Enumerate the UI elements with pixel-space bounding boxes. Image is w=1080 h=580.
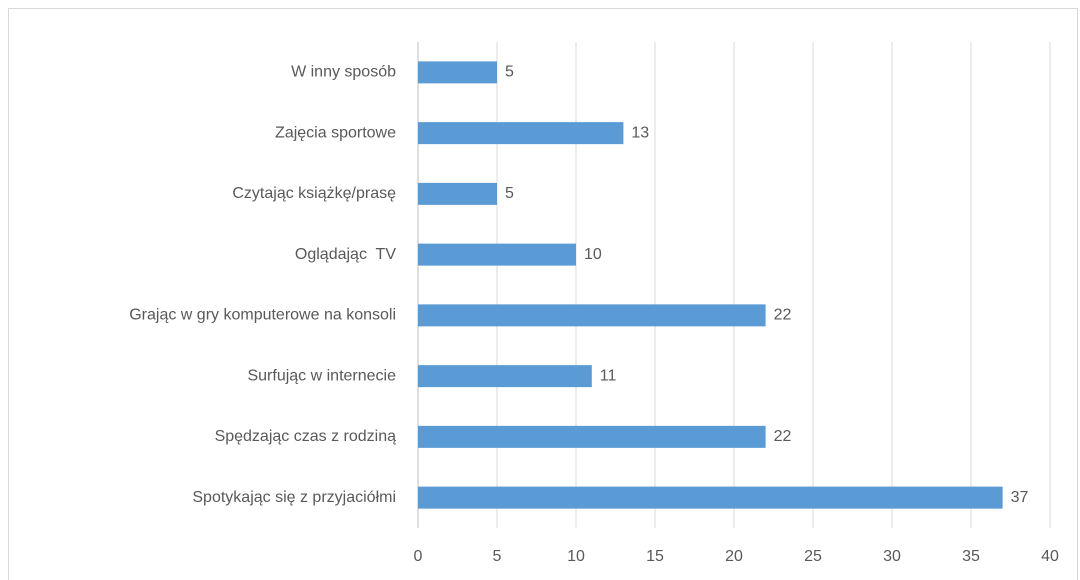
y-tick-label: Oglądając TV bbox=[295, 246, 396, 263]
bar bbox=[418, 486, 1003, 509]
x-tick-label: 30 bbox=[883, 548, 901, 565]
bar bbox=[418, 304, 766, 327]
x-tick-label: 5 bbox=[493, 548, 502, 565]
data-label: 11 bbox=[600, 367, 617, 384]
bar bbox=[418, 365, 592, 388]
bar bbox=[418, 243, 576, 266]
x-tick-label: 40 bbox=[1041, 548, 1059, 565]
x-tick-label: 15 bbox=[646, 548, 664, 565]
y-tick-label: Spędzając czas z rodziną bbox=[215, 428, 397, 445]
data-label: 22 bbox=[774, 428, 792, 445]
bar bbox=[418, 61, 497, 84]
y-tick-label: W inny sposób bbox=[291, 64, 396, 81]
y-tick-label: Grając w gry komputerowe na konsoli bbox=[129, 307, 396, 324]
y-tick-label: Czytając książkę/prasę bbox=[232, 185, 396, 202]
x-tick-label: 35 bbox=[962, 548, 980, 565]
data-label: 5 bbox=[505, 185, 514, 202]
y-tick-label: Zajęcia sportowe bbox=[275, 124, 396, 141]
y-tick-label: Spotykając się z przyjaciółmi bbox=[192, 489, 396, 506]
bar bbox=[418, 182, 497, 205]
y-tick-label: Surfując w internecie bbox=[247, 367, 396, 384]
bar bbox=[418, 425, 766, 448]
x-tick-label: 25 bbox=[804, 548, 822, 565]
data-label: 5 bbox=[505, 64, 514, 81]
data-label: 37 bbox=[1011, 489, 1029, 506]
bar bbox=[418, 122, 624, 145]
data-label: 22 bbox=[774, 307, 792, 324]
chart-border bbox=[8, 8, 1078, 580]
x-tick-label: 20 bbox=[725, 548, 743, 565]
data-label: 13 bbox=[631, 124, 649, 141]
x-tick-label: 0 bbox=[414, 548, 423, 565]
data-label: 10 bbox=[584, 246, 602, 263]
x-tick-label: 10 bbox=[567, 548, 585, 565]
